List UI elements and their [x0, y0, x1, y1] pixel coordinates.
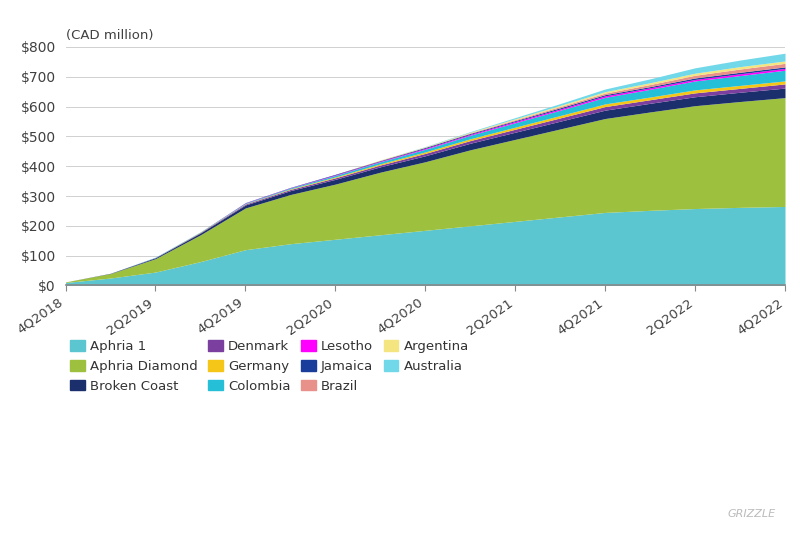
Text: GRIZZLE: GRIZZLE — [728, 509, 776, 519]
Legend: Aphria 1, Aphria Diamond, Broken Coast, Denmark, Germany, Colombia, Lesotho, Jam: Aphria 1, Aphria Diamond, Broken Coast, … — [65, 335, 474, 398]
Text: (CAD million): (CAD million) — [66, 29, 153, 42]
